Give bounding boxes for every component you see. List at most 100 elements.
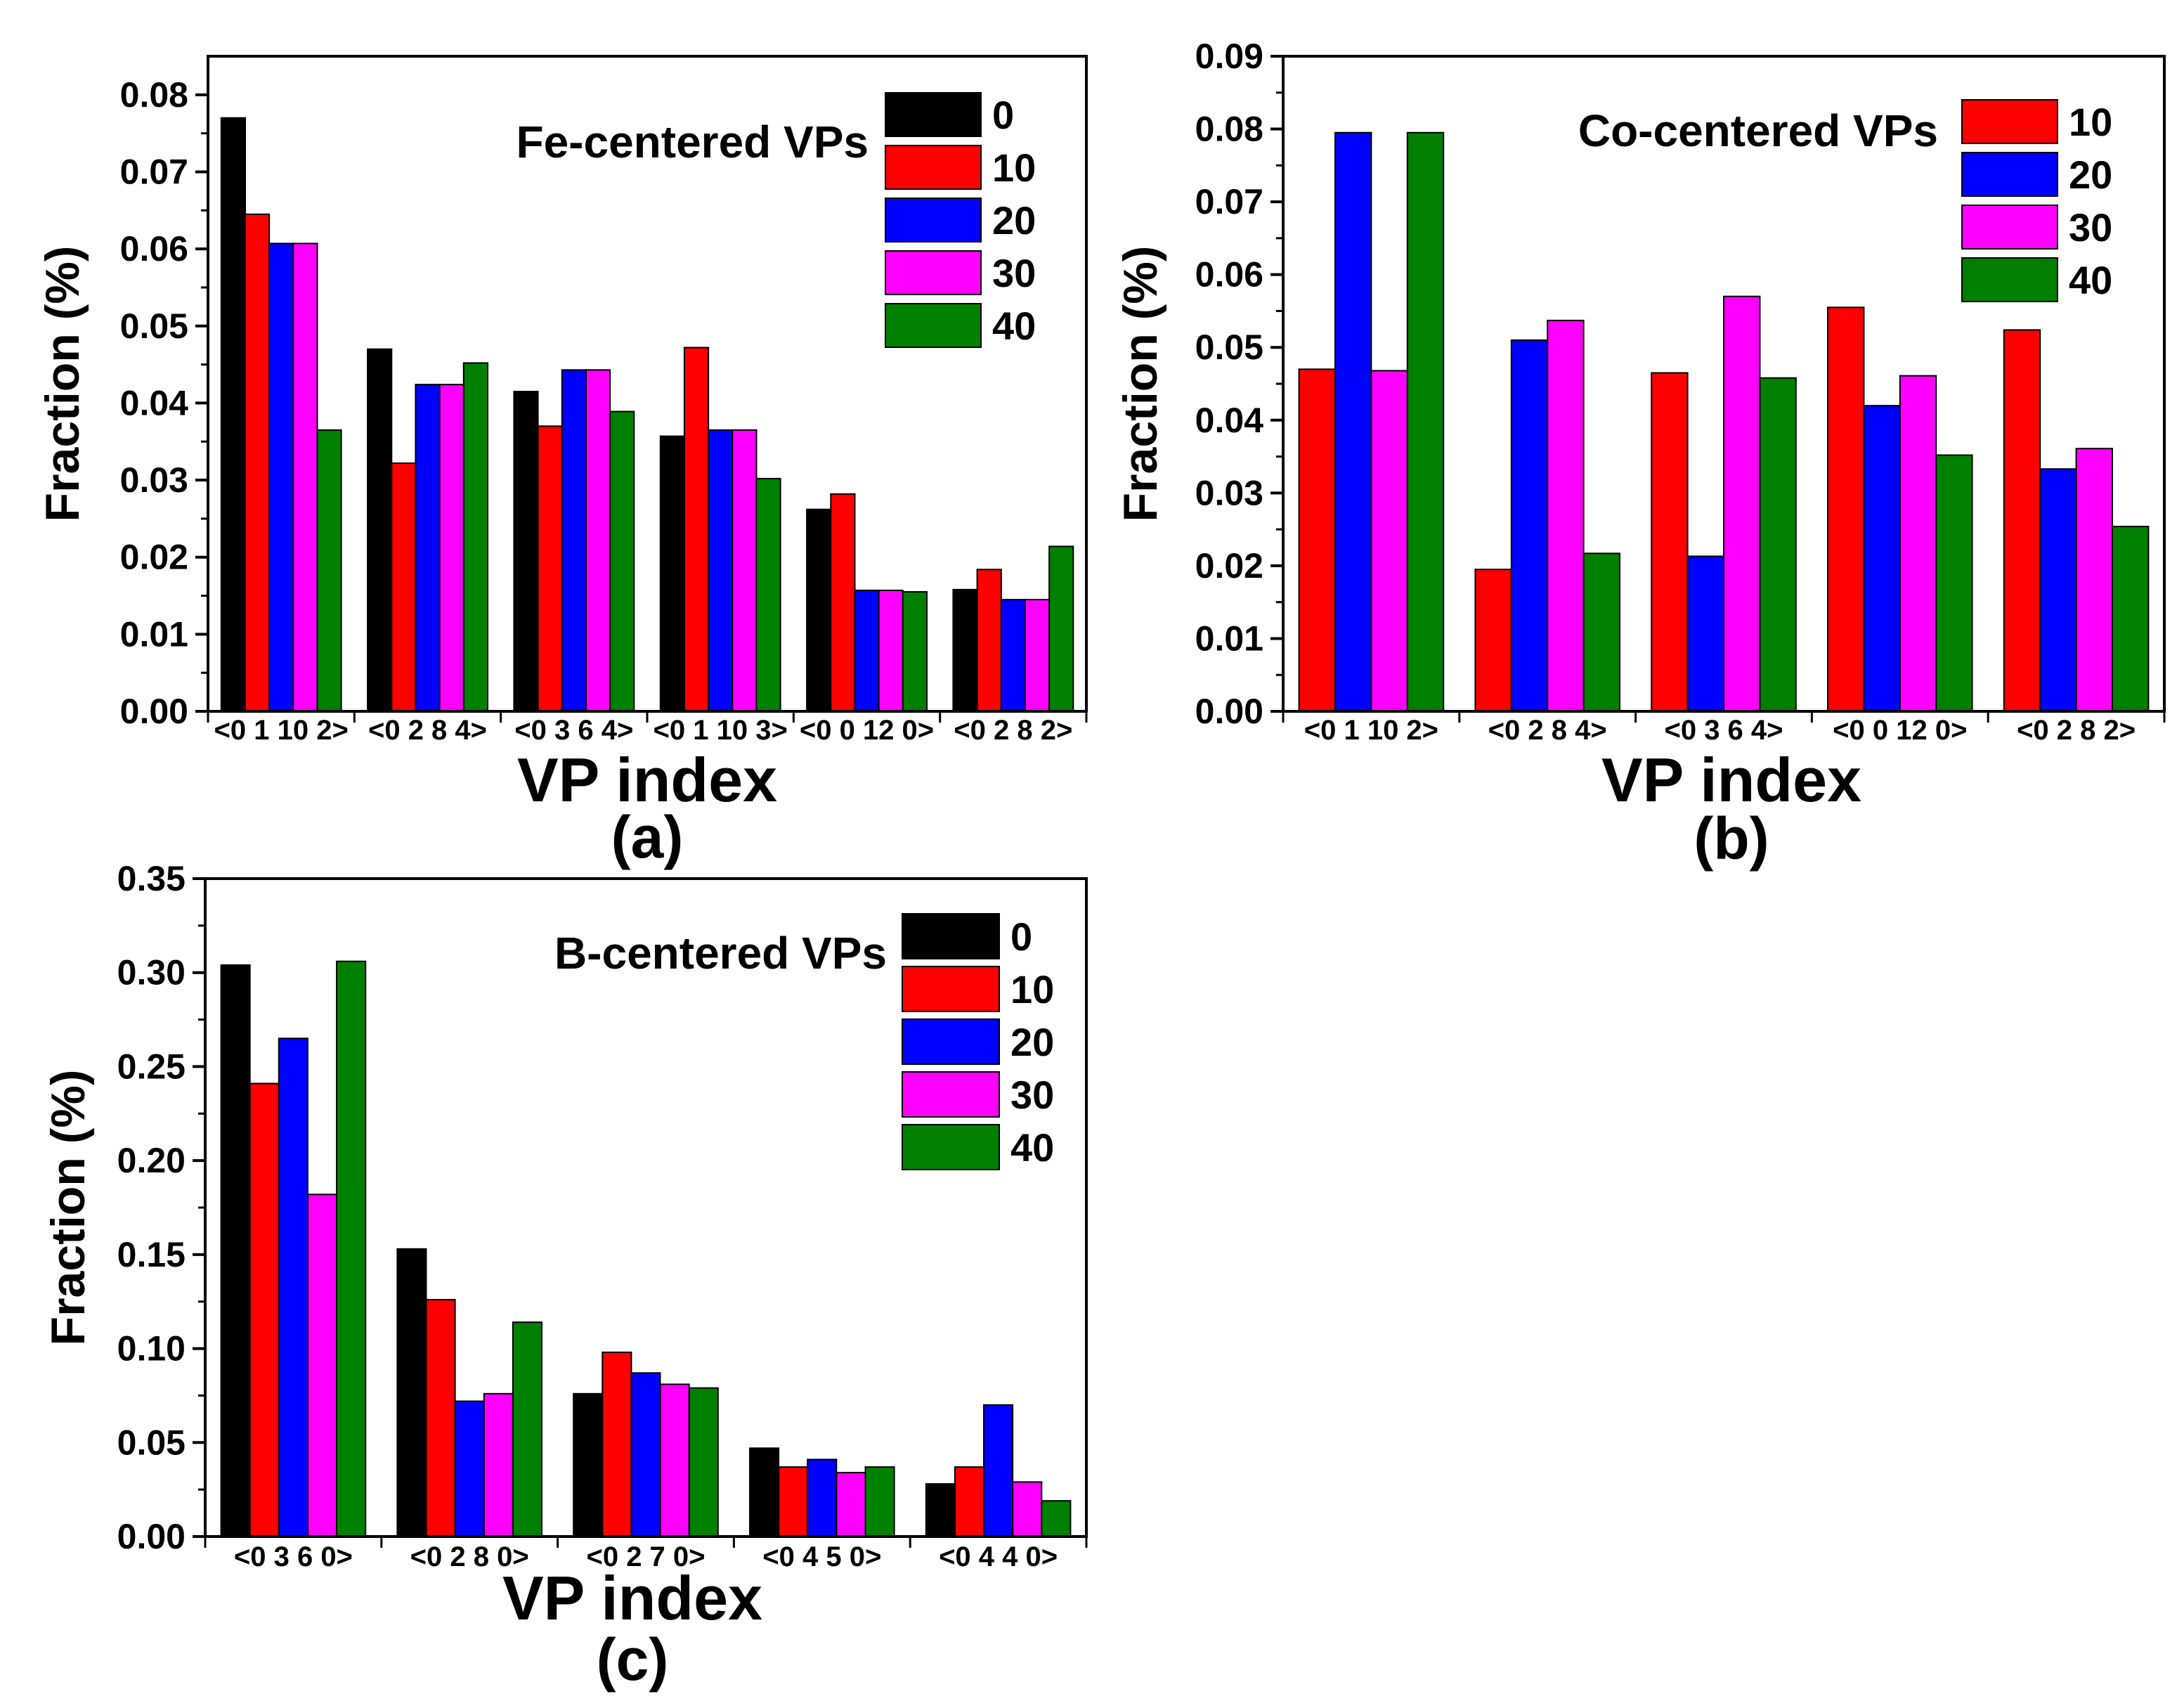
bar	[462, 362, 488, 713]
y-tick-label: 0.03	[120, 460, 188, 500]
legend-label: 0	[992, 93, 1014, 137]
bar	[1827, 306, 1865, 712]
bar	[1759, 377, 1797, 712]
y-tick-label: 0.20	[117, 1141, 186, 1180]
x-category-label: <0 1 10 2>	[214, 715, 349, 746]
bar	[1000, 599, 1027, 712]
legend-label: 10	[2069, 100, 2112, 144]
x-category-label: <0 2 8 2>	[954, 715, 1072, 746]
bar	[925, 1483, 956, 1538]
y-tick-label: 0.35	[117, 859, 186, 898]
chart-panel-1: 0.00 0.01 0.02 0.03 0.04 0.05 0.06 0.07 0.08 0.09…	[1114, 37, 2166, 872]
panel-label: (b)	[1694, 806, 1769, 872]
x-category-label: <0 3 6 4>	[514, 715, 633, 746]
y-tick-label: 0.10	[117, 1329, 186, 1369]
legend: 0 10 20 30 40	[885, 92, 1036, 348]
bar	[483, 1392, 514, 1538]
y-tick-label: 0.05	[120, 306, 188, 346]
chart-panel-2: 0.00 0.05 0.10 0.15 0.20 0.25 0.30 0.35 <0 3 6 0…	[41, 859, 1088, 1693]
bar	[778, 1466, 809, 1538]
bar	[1582, 552, 1621, 712]
legend-label: 30	[1010, 1073, 1054, 1117]
legend-swatch	[885, 198, 982, 242]
bar	[336, 960, 367, 1537]
y-tick-label: 0.07	[1195, 182, 1263, 221]
x-category-label: <0 2 8 2>	[2017, 715, 2136, 746]
bar	[307, 1194, 338, 1538]
legend-swatch	[902, 1071, 1000, 1118]
bar	[602, 1351, 632, 1538]
bar	[1012, 1481, 1043, 1537]
panel-label: (a)	[611, 804, 684, 870]
bar	[278, 1037, 308, 1538]
y-tick-label: 0.15	[117, 1235, 186, 1274]
legend-swatch	[1961, 205, 2058, 250]
bar	[807, 1459, 838, 1537]
bar	[683, 347, 710, 712]
bar	[292, 242, 318, 712]
y-tick-label: 0.08	[1195, 110, 1263, 149]
legend-label: 0	[1010, 914, 1032, 959]
y-tick-label: 0.02	[1195, 546, 1263, 586]
bar	[367, 348, 393, 712]
legend: 0 10 20 30 40	[902, 913, 1054, 1170]
x-axis-title: VP index	[1601, 745, 1861, 815]
bar	[688, 1387, 719, 1537]
bar	[1048, 545, 1074, 713]
x-category-label: <0 3 6 4>	[1664, 715, 1783, 746]
y-tick-label: 0.01	[1195, 619, 1263, 658]
x-category-label: <0 2 8 4>	[1488, 715, 1607, 746]
legend-label: 20	[1010, 1020, 1054, 1064]
bar	[2003, 329, 2041, 712]
bar	[1935, 454, 1973, 712]
x-category-label: <0 1 10 3>	[654, 715, 788, 746]
y-axis-title: Fraction (%)	[1114, 246, 1167, 522]
bar	[2112, 526, 2150, 712]
bar	[1298, 368, 1336, 712]
legend-label: 30	[992, 251, 1036, 295]
legend-label: 40	[1010, 1125, 1054, 1170]
bar	[854, 589, 880, 713]
bar	[561, 369, 587, 712]
bar	[836, 1472, 866, 1538]
legend-swatch	[885, 250, 982, 295]
bar	[976, 569, 1002, 713]
legend-label: 10	[1010, 967, 1054, 1011]
x-category-label: <0 2 8 4>	[368, 715, 487, 746]
bar	[755, 477, 781, 713]
x-category-label: <0 4 5 0>	[762, 1541, 881, 1572]
bar	[806, 508, 832, 712]
legend-label: 20	[992, 198, 1036, 242]
legend-swatch	[1961, 152, 2058, 197]
bar	[609, 410, 635, 712]
y-tick-label: 0.25	[117, 1047, 186, 1086]
bar	[864, 1466, 895, 1538]
bar	[1899, 375, 1937, 712]
legend-swatch	[1961, 257, 2058, 302]
legend-swatch	[885, 92, 982, 137]
bar	[537, 425, 563, 712]
chart-title: Co-centered VPs	[1578, 105, 1938, 156]
x-category-label: <0 3 6 0>	[234, 1541, 353, 1572]
y-tick-label: 0.05	[117, 1423, 186, 1462]
bar	[220, 117, 246, 712]
bar	[1651, 372, 1689, 712]
y-tick-label: 0.07	[120, 152, 188, 191]
x-category-label: <0 2 8 0>	[410, 1541, 529, 1572]
bar	[659, 435, 685, 712]
bar	[396, 1248, 427, 1538]
bar	[2039, 468, 2077, 712]
bar	[878, 589, 904, 713]
bar	[659, 1383, 690, 1538]
legend-label: 40	[2069, 258, 2112, 302]
bar	[1723, 295, 1761, 712]
y-axis-title: Fraction (%)	[36, 246, 89, 522]
y-tick-label: 0.05	[1195, 328, 1263, 367]
chart-title: Fe-centered VPs	[516, 117, 869, 167]
bar	[1686, 555, 1725, 713]
y-tick-label: 0.06	[120, 229, 188, 269]
bar	[220, 964, 251, 1537]
legend-swatch	[902, 966, 1000, 1012]
bar	[573, 1392, 604, 1538]
